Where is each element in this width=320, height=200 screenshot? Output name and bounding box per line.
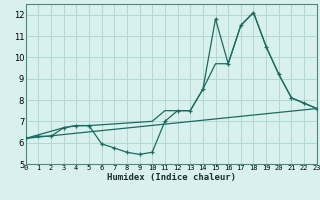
- X-axis label: Humidex (Indice chaleur): Humidex (Indice chaleur): [107, 173, 236, 182]
